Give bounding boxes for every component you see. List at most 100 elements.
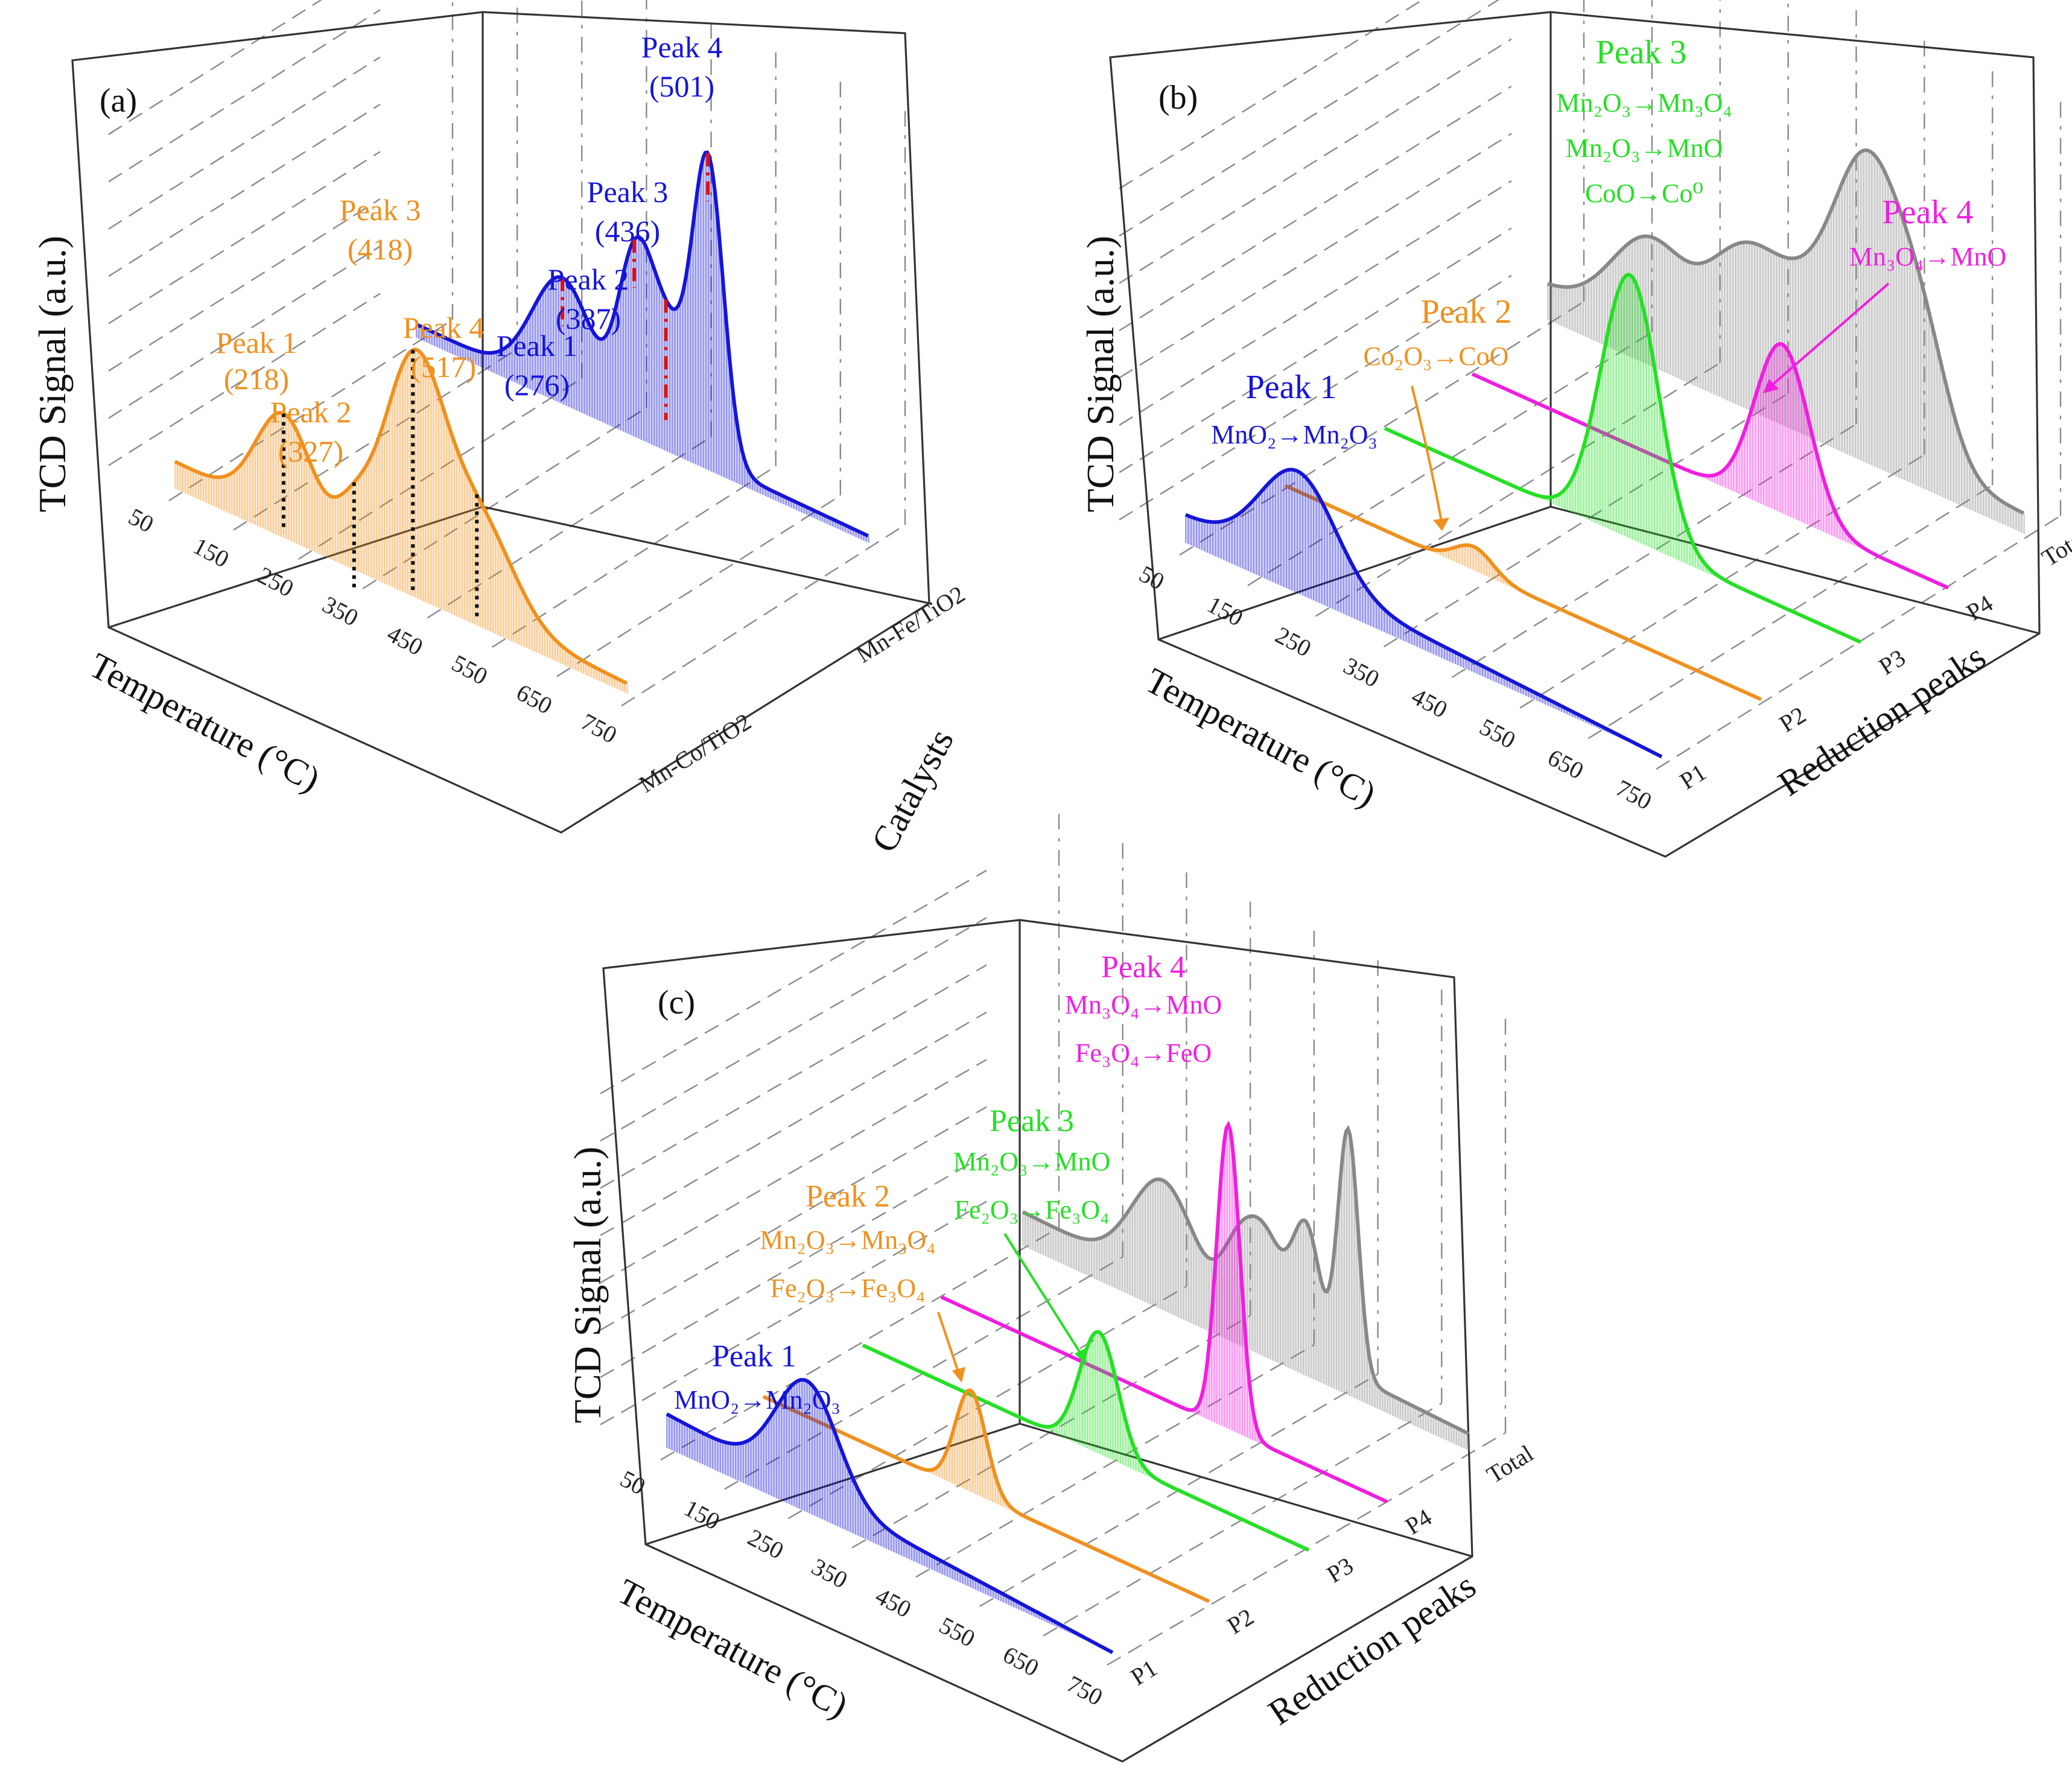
a-mnfe-peak4-temp: (501) (649, 69, 714, 103)
c-peak3-reaction1: Mn₂O₃→MnO (953, 1147, 1110, 1176)
panel-a: (a) TCD Signal (a.u.) 50 150 250 350 450 550 6… (31, 0, 970, 858)
temperature-tick-label: 450 (871, 1582, 916, 1623)
temperature-tick-label: 150 (1203, 591, 1248, 632)
temperature-tick-label: 650 (999, 1641, 1043, 1682)
series-line-Total (1547, 148, 2025, 515)
gridline-side-wall (600, 1059, 987, 1284)
gridline-floor (851, 1314, 1251, 1549)
a-mnco-peak3-temp: (418) (348, 232, 413, 266)
temperature-tick-label: 650 (512, 679, 557, 720)
c-peak4-reaction1: Mn₃O₄→MnO (1065, 990, 1222, 1020)
panel-a-y-axis-label: TCD Signal (a.u.) (31, 236, 74, 513)
series-area-P1 (1186, 469, 1662, 757)
temperature-tick-label: 550 (935, 1611, 979, 1652)
temperature-tick-label: 150 (189, 532, 234, 573)
b-peak2-arrow (1411, 385, 1443, 525)
series-area-P4 (1472, 344, 1949, 588)
series-fill-P1 (666, 1380, 1111, 1652)
series-line-P4 (1471, 342, 1950, 590)
series-fill-P4 (1627, 344, 1942, 585)
temperature-tick-label: 150 (679, 1494, 724, 1535)
temperature-tick-label: 250 (743, 1523, 788, 1564)
gridline-side-wall (600, 1011, 987, 1237)
gridline-floor (1656, 515, 2061, 770)
b-peak2-title: Peak 2 (1421, 293, 1512, 331)
panel-a-depth-tick-mnfe: Mn-Fe/TiO2 (851, 580, 970, 668)
a-mnco-peak4-name: Peak 4 (403, 311, 485, 344)
c-peak3-title: Peak 3 (990, 1104, 1074, 1138)
temperature-tick-label: 550 (447, 649, 492, 690)
c-peak4-title: Peak 4 (1101, 950, 1186, 985)
series-line-Total (1022, 1124, 1470, 1436)
series-area-P3 (863, 1331, 1309, 1550)
gridline-floor (1383, 393, 1789, 648)
a-mnco-peak4-temp: (517) (411, 350, 476, 384)
panel-a-depth-axis-label: Catalysts (864, 723, 962, 858)
c-peak2-reaction2: Fe₂O₃→Fe₃O₄ (771, 1273, 926, 1303)
b-peak4-arrowhead (1763, 379, 1779, 393)
series-area-P3 (1385, 274, 1861, 642)
gridline-floor (233, 348, 518, 531)
gridline-side-wall (108, 9, 381, 183)
gridline-side-wall (600, 869, 987, 1094)
b-peak3-reaction3: CoO→Co⁰ (1585, 179, 1703, 208)
temperature-tick-label: 550 (1475, 713, 1520, 754)
c-peak3-arrow (1003, 1232, 1084, 1359)
a-mnfe-peak3-temp: (436) (595, 214, 660, 248)
gridline-side-wall (108, 0, 323, 135)
panel-c-frame (602, 919, 1473, 1763)
panel-b-y-axis-label: TCD Signal (a.u.) (1079, 236, 1122, 513)
series-line-P1 (1184, 468, 1663, 759)
gridline-floor (1179, 300, 1584, 556)
panel-b-label: (b) (1158, 79, 1198, 116)
gridline-side-wall (108, 103, 381, 277)
c-peak1-reaction1: MnO₂→Mn₂O₃ (674, 1385, 841, 1415)
temperature-tick-label: 250 (1271, 621, 1315, 662)
gridline-side-wall (108, 293, 381, 466)
series-fill-P3 (1468, 274, 1791, 611)
panel-c-y-axis-label: TCD Signal (a.u.) (566, 1147, 609, 1424)
temperature-tick-label: 750 (577, 708, 621, 749)
series-line-P3 (1384, 273, 1862, 644)
series-line-P1 (666, 1378, 1114, 1655)
gridline-floor (362, 407, 647, 589)
a-mnfe-peak2-name: Peak 2 (548, 262, 629, 296)
series-line-P2 (762, 1388, 1210, 1603)
series-fill-Mn-Fe/TiO2 (415, 152, 870, 543)
series-area-Mn-Fe/TiO2 (416, 152, 869, 544)
temperature-tick-label: 750 (1612, 774, 1656, 815)
a-mnfe-peak2-temp: (387) (556, 302, 621, 335)
gridline-floor (915, 1344, 1315, 1578)
a-mnco-peak2-temp: (327) (278, 434, 343, 468)
series-area-Total (1548, 150, 2024, 534)
a-mnco-peak2-name: Peak 2 (270, 395, 352, 429)
c-peak2-arrowhead (952, 1367, 965, 1383)
gridline-floor (621, 524, 906, 707)
b-peak4-reaction1: Mn₃O₄→MnO (1849, 242, 2006, 271)
reduction-tick-label: Total (2037, 522, 2072, 571)
gridline-floor (1587, 484, 1993, 740)
c-peak4-reaction2: Fe₃O₄→FeO (1075, 1038, 1212, 1068)
gridline-floor (1519, 454, 1925, 709)
panel-b-gridlines (1119, 0, 2062, 770)
b-peak1-title: Peak 1 (1246, 369, 1337, 406)
panel-c-temperature-axis-label: Temperature (°C) (611, 1571, 854, 1725)
a-mnfe-peak4-name: Peak 4 (641, 30, 723, 64)
c-peak3-arrowhead (1075, 1348, 1087, 1365)
series-line-Mn-Co/TiO2 (174, 347, 628, 685)
b-peak1-reaction1: MnO₂→Mn₂O₃ (1211, 420, 1378, 449)
temperature-tick-label: 650 (1543, 743, 1588, 784)
gridline-side-wall (1119, 274, 1512, 521)
gridline-floor (1247, 331, 1653, 586)
panel-c-label: (c) (658, 984, 695, 1021)
a-mnfe-peak1-name: Peak 1 (497, 329, 578, 363)
gridline-side-wall (600, 1200, 987, 1425)
gridline-side-wall (1119, 0, 1500, 237)
gridline-side-wall (108, 151, 381, 325)
c-peak2-title: Peak 2 (806, 1179, 890, 1214)
gridline-floor (660, 1226, 1060, 1461)
panel-b: (b) TCD Signal (a.u.) 50 150 250 350 450 550 6… (1079, 0, 2072, 858)
c-peak2-arrow (937, 1311, 961, 1376)
a-mnfe-peak1-temp: (276) (504, 368, 570, 402)
